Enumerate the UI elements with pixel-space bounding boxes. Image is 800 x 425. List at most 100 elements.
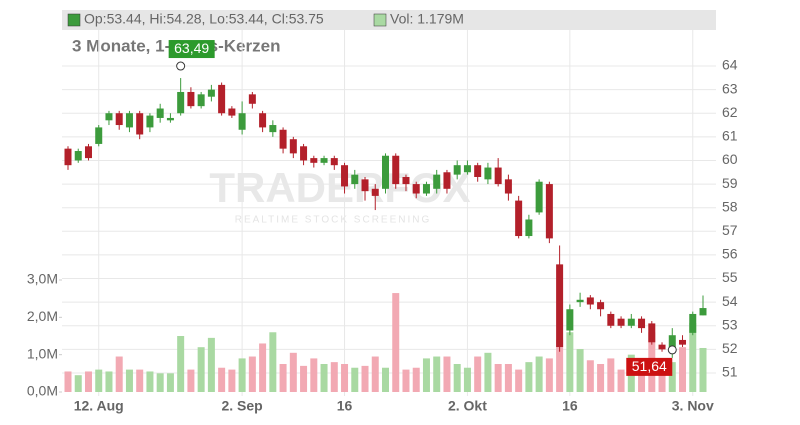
volume-bar xyxy=(125,369,133,392)
y-tick-label: 61 xyxy=(722,128,738,144)
y-tick-label: 63 xyxy=(722,80,738,96)
candle-body xyxy=(504,179,512,194)
candle-body xyxy=(351,174,359,185)
volume-bar xyxy=(361,365,369,392)
volume-bar xyxy=(166,373,174,392)
y-tick-label: 64 xyxy=(722,57,738,73)
x-tick-label: 16 xyxy=(337,398,353,414)
candle-body xyxy=(515,200,523,237)
annotation-box xyxy=(626,357,673,376)
candle-body xyxy=(84,146,92,159)
y2-tick-label: 3,0M xyxy=(27,271,58,287)
candle-body xyxy=(463,165,471,173)
volume-bar xyxy=(279,364,287,392)
x-tick-label: 2. Sep xyxy=(221,398,262,414)
volume-bar xyxy=(586,360,594,392)
ohlc-legend: Op:53.44, Hi:54.28, Lo:53.44, Cl:53.75 xyxy=(84,11,324,27)
candle-body xyxy=(556,264,564,348)
volume-bar xyxy=(545,358,553,392)
y2-tick-label: 2,0M xyxy=(27,308,58,324)
y-tick-label: 62 xyxy=(722,104,738,120)
volume-bar xyxy=(136,369,144,392)
volume-bar xyxy=(576,349,584,392)
candle-body xyxy=(689,313,697,333)
volume-bar xyxy=(658,371,666,392)
candle-body xyxy=(269,125,277,133)
volume-bar xyxy=(679,347,687,392)
y2-tick-label: 0,0M xyxy=(27,383,58,399)
candle-body xyxy=(289,139,297,154)
volume-bar xyxy=(422,358,430,392)
candle-body xyxy=(259,113,267,128)
candle-body xyxy=(361,179,369,192)
y-tick-label: 59 xyxy=(722,175,738,191)
candle-body xyxy=(525,219,533,237)
volume-bar xyxy=(525,362,533,392)
ohlc-swatch xyxy=(67,13,81,27)
candle-body xyxy=(699,308,707,316)
volume-bar xyxy=(74,375,82,392)
candle-body xyxy=(422,184,430,194)
volume-bar xyxy=(412,367,420,392)
volume-bar xyxy=(64,371,72,392)
candle-body xyxy=(545,184,553,239)
volume-bar xyxy=(207,337,215,392)
candle-body xyxy=(494,167,502,185)
candle-body xyxy=(679,339,687,345)
y-tick-label: 57 xyxy=(722,222,738,238)
volume-bar xyxy=(341,364,349,392)
volume-bar xyxy=(300,365,308,392)
volume-bar xyxy=(248,356,256,392)
annotation-label: 51,64 xyxy=(632,358,667,374)
y-tick-label: 54 xyxy=(722,293,738,309)
y-tick-label: 58 xyxy=(722,198,738,214)
candle-body xyxy=(166,117,174,121)
x-tick-label: 12. Aug xyxy=(74,398,124,414)
volume-bar xyxy=(638,362,646,392)
volume-bar xyxy=(504,364,512,392)
candle-body xyxy=(576,299,584,303)
y-tick-label: 55 xyxy=(722,269,738,285)
volume-bar xyxy=(402,369,410,392)
candle-body xyxy=(115,113,123,126)
header-bar xyxy=(62,10,716,30)
candle-body xyxy=(607,313,615,326)
candle-body xyxy=(443,172,451,189)
candle-body xyxy=(371,188,379,196)
volume-bar xyxy=(330,362,338,392)
volume-bar xyxy=(197,347,205,392)
candle-body xyxy=(392,155,400,185)
candle-body xyxy=(617,318,625,326)
candle-body xyxy=(125,113,133,128)
candle-body xyxy=(136,113,144,135)
annotation-marker xyxy=(176,61,186,71)
volume-bar xyxy=(351,367,359,392)
volume-bar xyxy=(187,369,195,392)
x-tick-label: 3. Nov xyxy=(672,398,714,414)
candle-body xyxy=(228,108,236,116)
volume-bar xyxy=(310,358,318,392)
volume-bar xyxy=(95,369,103,392)
x-tick-label: 2. Okt xyxy=(448,398,487,414)
x-tick-label: 16 xyxy=(562,398,578,414)
candle-body xyxy=(187,91,195,107)
volume-bar xyxy=(699,347,707,392)
volume-bar xyxy=(177,336,185,392)
volume-bar xyxy=(484,352,492,392)
candle-body xyxy=(300,146,308,161)
candle-body xyxy=(453,165,461,175)
annotation-label: 63,49 xyxy=(174,40,209,56)
volume-bar xyxy=(597,364,605,392)
watermark: TRADERFOX xyxy=(209,164,470,211)
candle-body xyxy=(433,174,441,189)
candle-body xyxy=(402,176,410,185)
volume-bar xyxy=(535,356,543,392)
candle-body xyxy=(382,155,389,189)
candle-body xyxy=(586,297,594,305)
volume-bar xyxy=(289,352,297,392)
candle-body xyxy=(668,335,676,350)
candle-body xyxy=(177,91,185,114)
volume-bar xyxy=(556,339,564,392)
candle-body xyxy=(648,323,656,343)
